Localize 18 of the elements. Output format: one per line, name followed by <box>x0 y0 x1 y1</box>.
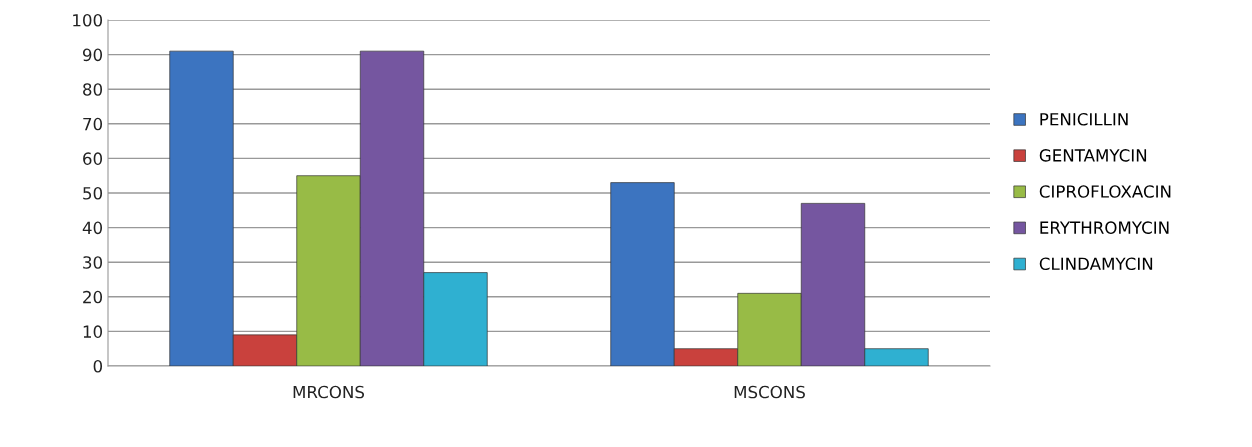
legend-label: CLINDAMYCIN <box>1039 257 1153 271</box>
y-tick-label: 20 <box>83 290 103 304</box>
legend-label: CIPROFLOXACIN <box>1039 185 1171 198</box>
y-tick-label: 50 <box>83 186 103 200</box>
y-tick-label: 60 <box>83 152 103 165</box>
y-tick-label: 40 <box>82 221 103 235</box>
y-tick-label: 100 <box>73 13 103 27</box>
y-tick-label: 10 <box>83 325 103 338</box>
legend-label: PENICILLIN <box>1040 112 1128 126</box>
legend-label: ERYTHROMYCIN <box>1040 221 1169 234</box>
y-tick-label: 90 <box>82 48 103 62</box>
y-tick-label: 0 <box>93 359 103 373</box>
x-tick-label: MRCONS <box>293 385 365 399</box>
y-tick-label: 30 <box>83 256 103 269</box>
y-tick-label: 70 <box>83 117 103 131</box>
x-tick-label: MSCONS <box>734 385 805 399</box>
legend-label: GENTAMYCIN <box>1039 149 1147 162</box>
y-tick-label: 80 <box>83 83 103 96</box>
